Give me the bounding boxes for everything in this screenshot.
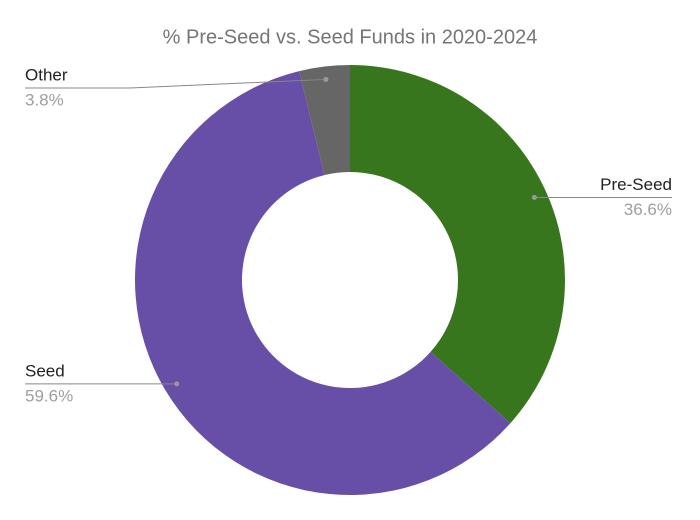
leader-line bbox=[25, 78, 326, 89]
slice bbox=[350, 65, 565, 424]
leader-dot bbox=[174, 381, 180, 387]
slice-label: Seed bbox=[25, 361, 65, 380]
slice-value-label: 3.8% bbox=[25, 90, 64, 109]
leader-dot bbox=[323, 76, 329, 82]
slice bbox=[299, 65, 350, 176]
slice bbox=[135, 71, 511, 495]
slice-label: Other bbox=[25, 65, 68, 84]
slice-value-label: 36.6% bbox=[624, 200, 672, 219]
slice-value-label: 59.6% bbox=[25, 386, 73, 405]
leader-dot bbox=[531, 194, 537, 200]
slice-label: Pre-Seed bbox=[600, 175, 672, 194]
chart-title: % Pre-Seed vs. Seed Funds in 2020-2024 bbox=[163, 26, 538, 48]
